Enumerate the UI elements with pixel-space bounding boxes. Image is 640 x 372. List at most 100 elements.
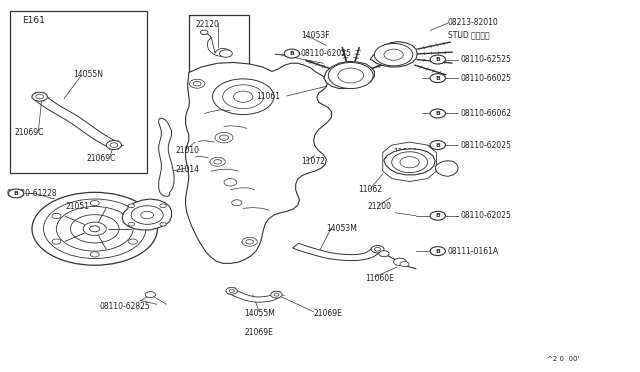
Circle shape <box>274 293 279 296</box>
Text: 11062: 11062 <box>358 185 383 194</box>
Text: 11060E: 11060E <box>365 274 394 283</box>
Circle shape <box>212 79 274 115</box>
Text: 21014: 21014 <box>176 165 200 174</box>
Circle shape <box>32 192 157 265</box>
Polygon shape <box>207 37 232 57</box>
Circle shape <box>90 252 99 257</box>
Polygon shape <box>383 142 436 182</box>
Text: 11072: 11072 <box>301 157 324 166</box>
Circle shape <box>374 44 413 66</box>
Text: 14055M: 14055M <box>244 309 275 318</box>
Circle shape <box>52 213 61 219</box>
Text: 08110-62825: 08110-62825 <box>99 302 150 311</box>
Polygon shape <box>159 118 174 196</box>
Polygon shape <box>228 289 280 302</box>
Circle shape <box>70 215 119 243</box>
Circle shape <box>430 141 445 150</box>
Circle shape <box>131 206 163 224</box>
Polygon shape <box>370 42 417 67</box>
Circle shape <box>400 157 419 168</box>
Circle shape <box>215 132 233 143</box>
Circle shape <box>246 240 253 244</box>
Text: B: B <box>289 51 294 56</box>
Circle shape <box>160 204 166 208</box>
Polygon shape <box>292 243 381 260</box>
Text: 21069C: 21069C <box>86 154 116 163</box>
Polygon shape <box>384 149 435 175</box>
Text: 08110-62025: 08110-62025 <box>301 49 351 58</box>
Text: 22120: 22120 <box>195 20 219 29</box>
Circle shape <box>379 251 389 257</box>
Circle shape <box>394 258 406 266</box>
Text: 08110-62025: 08110-62025 <box>461 141 511 150</box>
Circle shape <box>52 239 61 244</box>
Circle shape <box>200 30 208 35</box>
Text: 14055N: 14055N <box>74 70 104 79</box>
Polygon shape <box>324 61 374 89</box>
Circle shape <box>430 247 445 256</box>
Text: 21010: 21010 <box>176 146 200 155</box>
Circle shape <box>430 109 445 118</box>
Circle shape <box>44 199 146 259</box>
Circle shape <box>440 164 456 173</box>
Polygon shape <box>435 161 458 176</box>
Circle shape <box>223 85 264 109</box>
Circle shape <box>90 226 100 232</box>
Circle shape <box>214 160 221 164</box>
Circle shape <box>210 157 225 166</box>
Circle shape <box>160 222 166 226</box>
Circle shape <box>430 74 445 83</box>
Circle shape <box>234 91 253 102</box>
Circle shape <box>129 213 138 219</box>
Circle shape <box>220 135 228 140</box>
Circle shape <box>32 92 47 101</box>
Text: 08111-0161A: 08111-0161A <box>448 247 499 256</box>
Circle shape <box>226 288 237 294</box>
Circle shape <box>141 211 154 219</box>
Text: 11060: 11060 <box>394 148 418 157</box>
Circle shape <box>220 50 232 57</box>
Circle shape <box>106 141 122 150</box>
FancyBboxPatch shape <box>189 15 249 87</box>
Circle shape <box>328 62 373 89</box>
Circle shape <box>8 189 24 198</box>
Text: 21200: 21200 <box>368 202 392 211</box>
Text: B: B <box>435 111 440 116</box>
Circle shape <box>371 246 384 253</box>
Circle shape <box>189 79 205 88</box>
Text: B: B <box>435 248 440 254</box>
Text: 11061: 11061 <box>256 92 280 101</box>
Circle shape <box>384 49 403 60</box>
Text: 08213-82010: 08213-82010 <box>448 18 499 27</box>
Text: E161: E161 <box>22 16 45 25</box>
Circle shape <box>36 94 44 99</box>
Circle shape <box>129 239 138 244</box>
Text: B: B <box>435 142 440 148</box>
Text: 14053F: 14053F <box>301 31 330 40</box>
Circle shape <box>90 201 99 206</box>
Circle shape <box>232 200 242 206</box>
Circle shape <box>430 211 445 220</box>
Circle shape <box>83 222 106 235</box>
Text: B: B <box>435 213 440 218</box>
Text: 08110-62525: 08110-62525 <box>461 55 511 64</box>
Text: ^2 0  00': ^2 0 00' <box>547 356 580 362</box>
Circle shape <box>128 204 134 208</box>
Text: 21051: 21051 <box>66 202 90 211</box>
Text: 21069E: 21069E <box>244 328 273 337</box>
Circle shape <box>430 55 445 64</box>
Text: STUD スタッド: STUD スタッド <box>448 31 490 40</box>
Text: 21069E: 21069E <box>314 309 342 318</box>
Circle shape <box>284 49 300 58</box>
Circle shape <box>128 222 134 226</box>
Text: B: B <box>435 76 440 81</box>
Circle shape <box>374 247 381 251</box>
Text: 08110-62025: 08110-62025 <box>461 211 511 220</box>
Text: 08120-61228: 08120-61228 <box>6 189 57 198</box>
Text: 21069C: 21069C <box>14 128 44 137</box>
Circle shape <box>229 289 234 292</box>
Polygon shape <box>186 62 332 263</box>
Circle shape <box>56 206 133 251</box>
Circle shape <box>110 143 118 147</box>
Circle shape <box>242 237 257 246</box>
